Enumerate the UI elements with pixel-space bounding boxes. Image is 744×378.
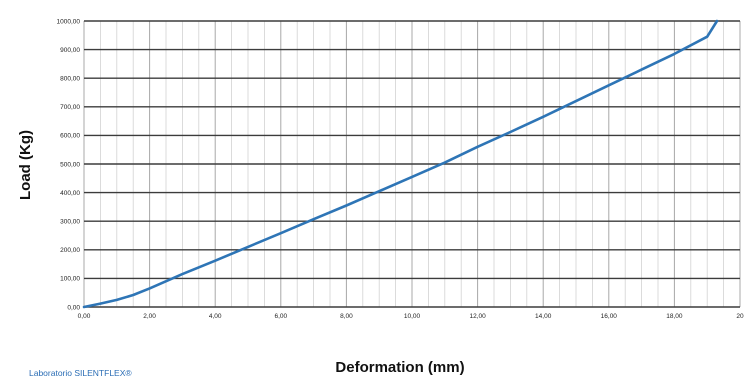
x-tick-label: 6,00 <box>274 313 287 320</box>
x-axis-label: Deformation (mm) <box>335 359 464 376</box>
load-deformation-line <box>82 19 719 309</box>
y-tick-label: 500,00 <box>60 161 80 168</box>
y-tick-label: 900,00 <box>60 47 80 54</box>
x-tick-label: 2,00 <box>143 313 156 320</box>
x-tick-label: 10,00 <box>404 313 421 320</box>
lab-credit: Laboratorio SILENTFLEX® <box>29 368 132 378</box>
x-tick-label: 8,00 <box>340 313 353 320</box>
x-tick-label: 14,00 <box>535 313 552 320</box>
y-tick-label: 100,00 <box>60 276 80 283</box>
x-tick-label: 20 <box>736 313 744 320</box>
grid <box>83 20 741 308</box>
y-axis-label: Load (Kg) <box>17 130 34 200</box>
x-tick-label: 12,00 <box>469 313 486 320</box>
y-tick-label: 200,00 <box>60 247 80 254</box>
x-tick-label: 0,00 <box>78 313 91 320</box>
y-tick-label: 700,00 <box>60 104 80 111</box>
x-tick-label: 16,00 <box>601 313 618 320</box>
tick-labels: 0,00100,00200,00300,00400,00500,00600,00… <box>57 18 744 320</box>
x-tick-label: 4,00 <box>209 313 222 320</box>
x-tick-label: 18,00 <box>666 313 683 320</box>
y-tick-label: 600,00 <box>60 133 80 140</box>
y-tick-label: 300,00 <box>60 219 80 226</box>
y-tick-label: 1000,00 <box>57 18 81 25</box>
y-tick-label: 800,00 <box>60 76 80 83</box>
series <box>82 19 719 309</box>
y-tick-label: 0,00 <box>67 304 80 311</box>
y-tick-label: 400,00 <box>60 190 80 197</box>
